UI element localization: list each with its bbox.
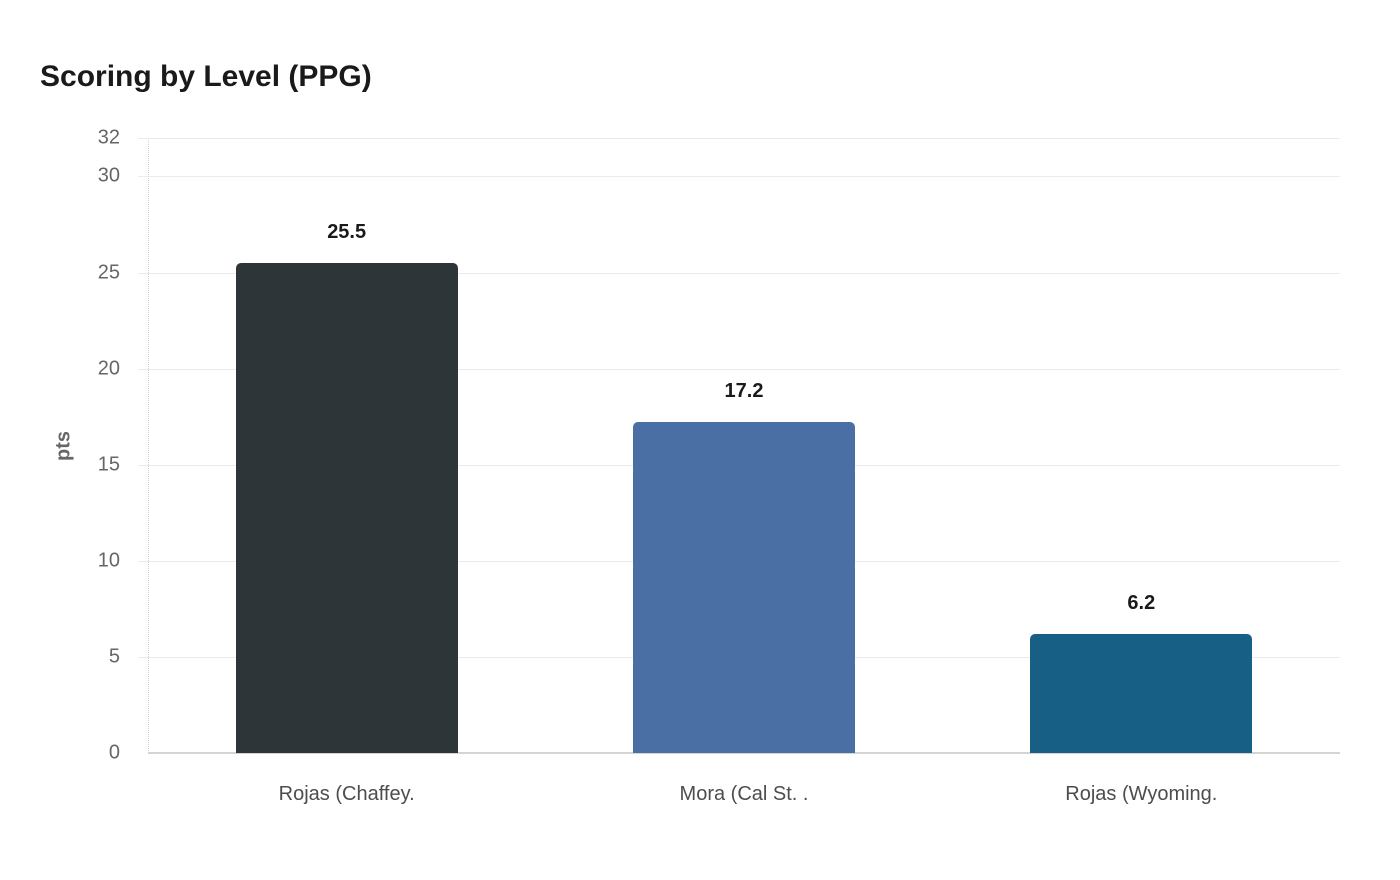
gridline: [138, 368, 1340, 370]
y-tick-label: 0: [108, 741, 120, 764]
y-tick-label: 20: [97, 357, 120, 380]
gridline: [138, 272, 1340, 274]
x-tick-label: Mora (Cal St. .: [679, 783, 809, 805]
bar-value-label: 25.5: [327, 220, 367, 243]
bar-value-label: 17.2: [724, 380, 764, 403]
plot-area: 0 5 10 15 20 25 30 32 25.5 17.2 6.2: [98, 127, 1340, 764]
y-tick-label: 10: [97, 549, 120, 572]
x-tick-label: Rojas (Chaffey.: [278, 783, 415, 805]
bar[interactable]: [1030, 633, 1253, 753]
gridline: [138, 176, 1340, 178]
y-tick-label: 32: [97, 126, 120, 149]
bar-value-label: 6.2: [1127, 591, 1156, 614]
chart-title: Scoring by Level (PPG): [40, 60, 372, 93]
bar[interactable]: [235, 262, 458, 753]
y-tick-label: 25: [97, 261, 120, 284]
y-axis-line: [148, 138, 149, 753]
gridline: [138, 138, 1340, 139]
x-tick-label: Rojas (Wyoming.: [1065, 783, 1218, 805]
bar[interactable]: [633, 422, 855, 753]
y-tick-label: 30: [97, 164, 120, 187]
x-axis-line: [148, 752, 1340, 754]
y-tick-label: 15: [97, 453, 120, 476]
y-tick-label: 5: [108, 645, 120, 668]
